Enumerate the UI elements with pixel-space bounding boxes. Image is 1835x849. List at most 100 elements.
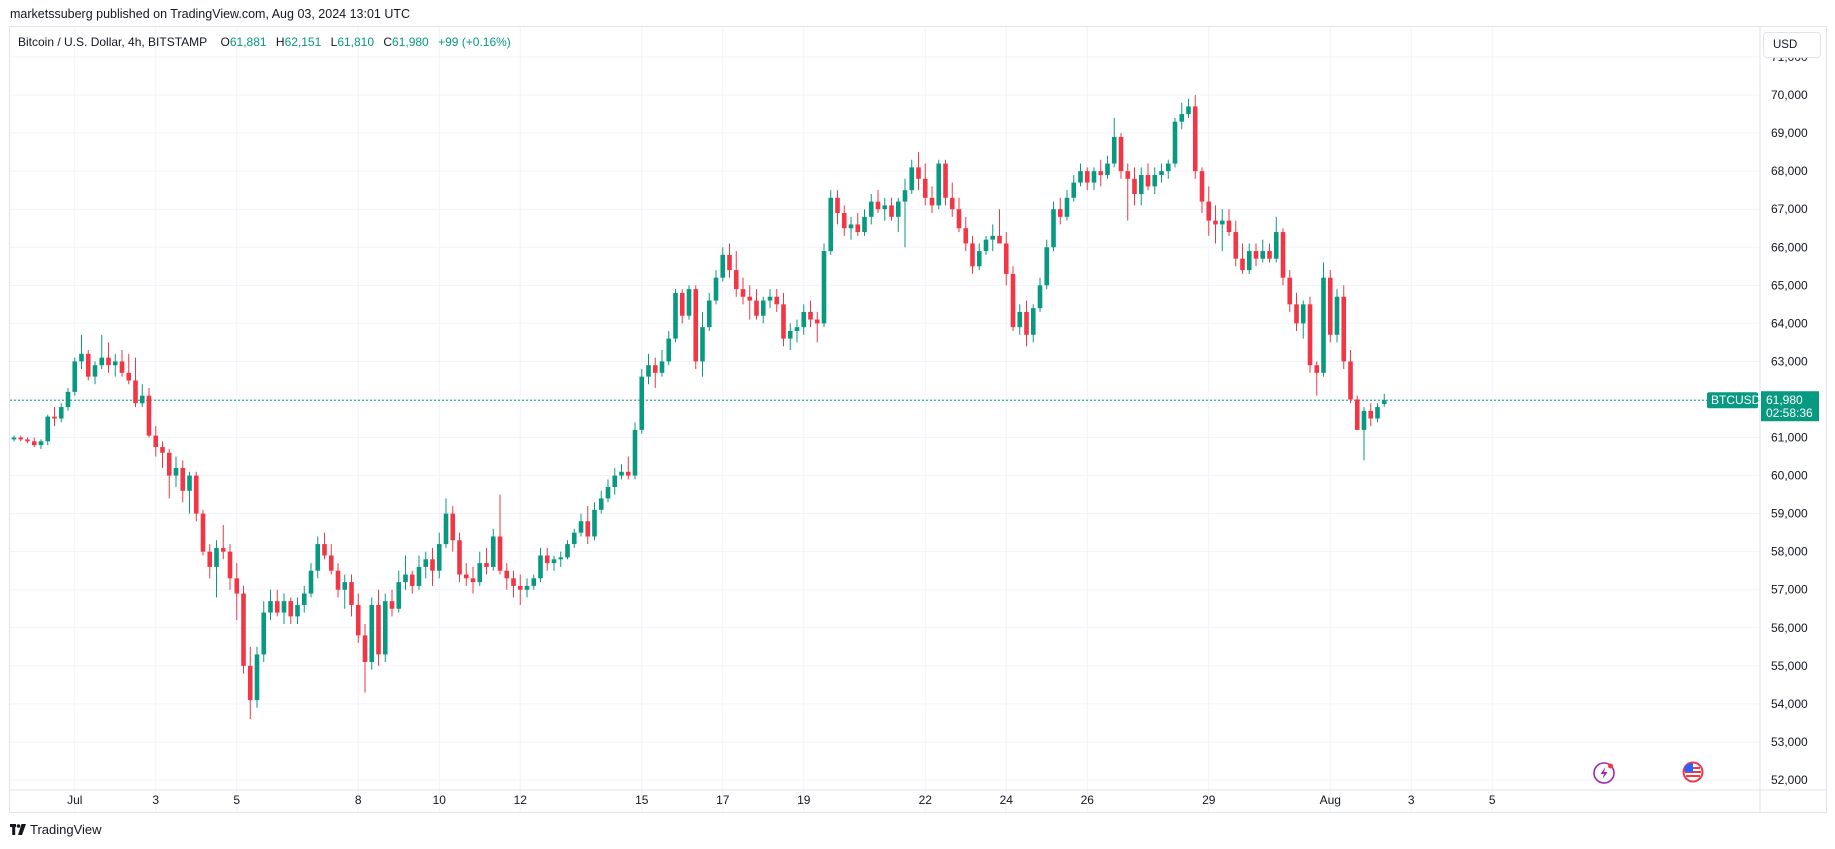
- candle: [214, 540, 219, 598]
- candle: [65, 388, 71, 411]
- candle: [79, 334, 84, 370]
- candle: [99, 334, 105, 370]
- candle: [814, 311, 820, 343]
- candle-body: [497, 536, 503, 571]
- candle: [1361, 407, 1367, 461]
- candle-body: [247, 665, 253, 701]
- candle-body: [234, 578, 240, 594]
- candle: [322, 532, 327, 560]
- candle-body: [558, 557, 564, 560]
- us-flag-event-icon[interactable]: [1682, 761, 1704, 783]
- symbol-title[interactable]: Bitcoin / U.S. Dollar, 4h, BITSTAMP: [18, 35, 208, 49]
- lightning-event-icon[interactable]: [1593, 762, 1615, 784]
- candle: [1030, 304, 1036, 343]
- candle: [1354, 395, 1360, 430]
- candle-body: [740, 289, 746, 297]
- candle: [362, 623, 368, 693]
- candle: [882, 197, 888, 221]
- candle: [1192, 95, 1198, 179]
- candle-body: [787, 330, 793, 339]
- candle: [983, 235, 989, 255]
- candle: [646, 353, 651, 385]
- candle-body: [828, 197, 834, 252]
- candle-body: [139, 395, 145, 404]
- tradingview-brand-label: TradingView: [30, 822, 102, 837]
- open-label: O: [220, 35, 230, 49]
- candle-body: [524, 585, 530, 590]
- candle-body: [551, 559, 557, 564]
- candle: [970, 235, 975, 274]
- chart-frame[interactable]: [9, 26, 1827, 813]
- candle: [808, 300, 813, 328]
- candle: [976, 243, 982, 271]
- price-tick-label: 54,000: [1771, 697, 1808, 711]
- candle: [1132, 167, 1137, 206]
- candle-body: [612, 475, 618, 487]
- candle-body: [322, 544, 327, 556]
- candle: [1219, 209, 1225, 252]
- candle: [1084, 167, 1090, 191]
- candle: [200, 509, 206, 556]
- currency-selector[interactable]: USD: [1763, 32, 1821, 58]
- candle-body: [1219, 220, 1225, 225]
- candle: [281, 593, 287, 624]
- candle-body: [342, 582, 348, 590]
- candle-body: [1138, 174, 1144, 194]
- candle: [909, 159, 915, 194]
- candle: [355, 593, 361, 644]
- candle: [625, 456, 631, 480]
- candle: [544, 547, 550, 571]
- candle-body: [1057, 209, 1063, 217]
- candle: [1105, 155, 1110, 179]
- candle-body: [592, 509, 597, 537]
- candle: [754, 289, 759, 320]
- candle-body: [1030, 308, 1036, 335]
- candle-body: [268, 601, 273, 613]
- candle-body: [970, 243, 975, 267]
- candle: [997, 209, 1002, 244]
- candle-body: [1145, 174, 1151, 187]
- candle-body: [106, 357, 111, 366]
- candle: [612, 467, 618, 495]
- candle-body: [700, 327, 705, 362]
- candle: [679, 289, 685, 324]
- price-tick-label: 67,000: [1771, 202, 1808, 216]
- candle: [1165, 159, 1171, 179]
- candle: [592, 502, 597, 541]
- candle: [700, 311, 705, 377]
- candle: [349, 574, 354, 617]
- candle: [470, 566, 476, 594]
- symbol-badge: [1707, 392, 1758, 409]
- time-tick-label: 26: [1081, 793, 1095, 807]
- candle: [85, 350, 91, 381]
- candle-body: [1294, 304, 1299, 324]
- candle-body: [335, 570, 341, 590]
- tradingview-brand[interactable]: TradingView: [10, 822, 102, 837]
- candle-body: [646, 365, 651, 377]
- last-price-label: 61,980: [1766, 393, 1803, 407]
- candle: [38, 439, 44, 449]
- candle: [106, 342, 111, 373]
- candle: [1226, 209, 1232, 236]
- candle: [403, 555, 408, 590]
- candle-body: [1226, 220, 1232, 233]
- candle-body: [301, 593, 307, 605]
- candle-body: [430, 559, 435, 571]
- candle: [740, 277, 746, 305]
- candle: [868, 193, 874, 225]
- price-tick-label: 59,000: [1771, 507, 1808, 521]
- candle: [92, 361, 98, 385]
- candle: [1111, 117, 1117, 168]
- candle-body: [1213, 220, 1218, 225]
- candle: [1294, 292, 1299, 331]
- candle: [1327, 270, 1333, 343]
- candle: [45, 414, 51, 446]
- time-tick-label: 15: [635, 793, 649, 807]
- candle-body: [1253, 251, 1259, 259]
- candle: [1334, 289, 1340, 343]
- candle: [247, 646, 253, 720]
- candle-body: [679, 292, 685, 316]
- candle-body: [936, 163, 942, 206]
- candle: [578, 513, 584, 537]
